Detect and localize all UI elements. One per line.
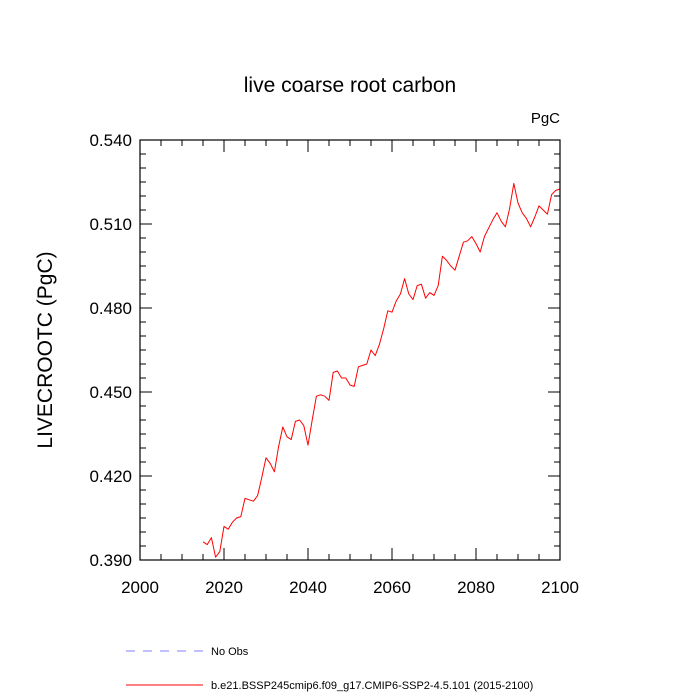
x-tick-label: 2040 [289, 578, 327, 597]
axis-ticks: 2000 2020 2040 2060 2080 2100 0.390 0.420 0.450 0… [89, 131, 578, 597]
x-tick-label: 2020 [205, 578, 243, 597]
legend: No Obs b.e21.BSSP245cmip6.f09_g17.CMIP6-… [126, 646, 533, 692]
series-layer [202, 182, 561, 558]
y-tick-label: 0.420 [89, 467, 132, 486]
y-tick-label: 0.480 [89, 299, 132, 318]
y-tick-label: 0.450 [89, 383, 132, 402]
x-tick-label: 2080 [457, 578, 495, 597]
y-tick-label: 0.540 [89, 131, 132, 150]
y-tick-label: 0.510 [89, 215, 132, 234]
series-line [202, 182, 561, 558]
plot-frame [139, 139, 561, 561]
units-label: PgC [531, 110, 560, 127]
y-tick-label: 0.390 [89, 551, 132, 570]
legend-label-obs: No Obs [211, 646, 249, 658]
chart-title: live coarse root carbon [244, 74, 456, 97]
x-tick-label: 2060 [373, 578, 411, 597]
x-tick-label: 2100 [541, 578, 579, 597]
legend-label-model: b.e21.BSSP245cmip6.f09_g17.CMIP6-SSP2-4.… [211, 680, 533, 692]
x-tick-label: 2000 [121, 578, 159, 597]
y-axis-label: LIVECROOTC (PgC) [34, 251, 57, 448]
